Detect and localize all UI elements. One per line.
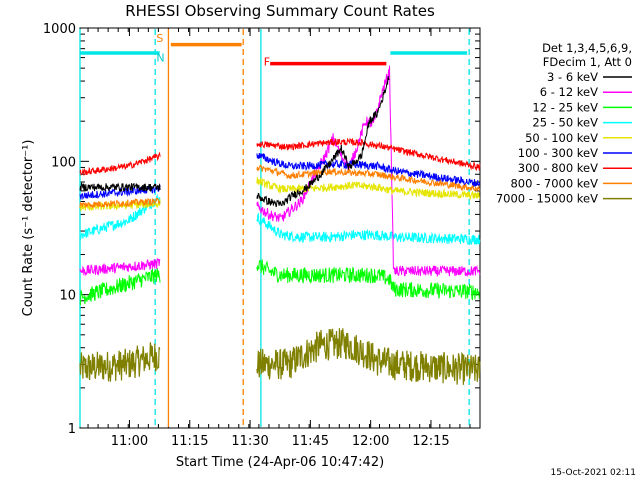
footer-date: 15-Oct-2021 02:11: [551, 468, 636, 478]
series-line: [256, 76, 390, 208]
flags-layer: SN F: [80, 32, 468, 69]
legend-label: 100 - 300 keV: [518, 146, 598, 160]
legend-label: 12 - 25 keV: [532, 100, 598, 114]
legend-header: FDecim 1, Att 0: [543, 55, 632, 69]
series-line: [79, 151, 161, 176]
legend: Det 1,3,4,5,6,9,FDecim 1, Att 03 - 6 keV…: [496, 41, 632, 206]
series-line: [79, 197, 161, 209]
y-tick-label: 10: [59, 289, 76, 304]
legend-label: 300 - 800 keV: [518, 161, 598, 175]
series-line: [256, 164, 481, 192]
y-tick-label: 1: [68, 422, 76, 437]
x-tick-label: 12:00: [352, 434, 389, 449]
legend-label: 50 - 100 keV: [525, 131, 598, 145]
legend-label: 3 - 6 keV: [547, 70, 598, 84]
ticks-layer: 11:00 11:15 11:30 11:45 12:00 12:15 1 10 100 1000: [43, 22, 481, 449]
series-line: [256, 212, 481, 245]
series-line: [256, 137, 481, 172]
legend-label: 6 - 12 keV: [540, 85, 598, 99]
x-tick-label: 11:00: [111, 434, 148, 449]
x-tick-label: 11:45: [292, 434, 329, 449]
legend-header: Det 1,3,4,5,6,9,: [542, 41, 632, 55]
flag-label: N: [156, 52, 164, 65]
chart-title: RHESSI Observing Summary Count Rates: [125, 2, 435, 20]
series-line: [256, 328, 481, 385]
series-line: [79, 267, 161, 306]
x-tick-label: 11:30: [231, 434, 268, 449]
series-line: [79, 181, 161, 193]
legend-label: 800 - 7000 keV: [510, 176, 598, 190]
flag-label: F: [264, 56, 270, 69]
series-line: [256, 152, 481, 187]
series-layer: [79, 65, 481, 385]
y-tick-label: 100: [51, 155, 76, 170]
y-tick-label: 1000: [43, 22, 76, 37]
legend-label: 7000 - 15000 keV: [496, 192, 598, 206]
series-line: [79, 258, 161, 277]
series-line: [256, 259, 481, 301]
x-tick-label: 11:15: [171, 434, 208, 449]
flag-label: S: [156, 32, 163, 45]
series-line: [79, 342, 161, 382]
legend-label: 25 - 50 keV: [532, 116, 598, 130]
x-axis-label: Start Time (24-Apr-06 10:47:42): [176, 455, 384, 470]
series-line: [256, 65, 481, 277]
y-axis-label: Count Rate (s⁻¹ detector⁻¹): [21, 140, 36, 317]
x-tick-label: 12:15: [412, 434, 449, 449]
